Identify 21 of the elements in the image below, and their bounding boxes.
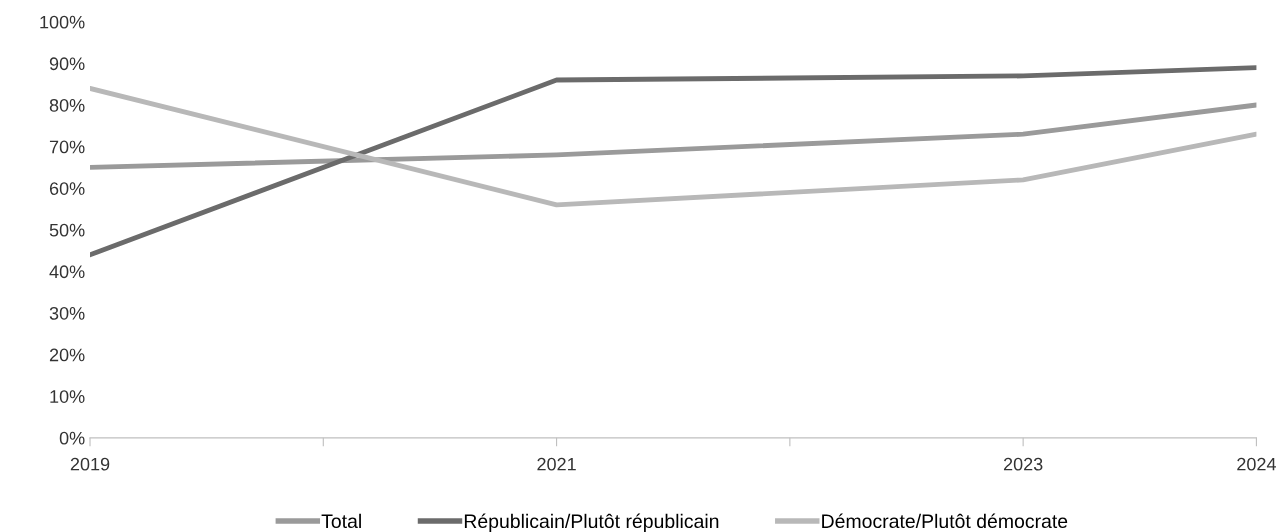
y-tick-label: 40% — [49, 265, 85, 279]
line-series — [90, 65, 1257, 258]
legend-label: Républicain/Plutôt républicain — [464, 513, 719, 532]
x-tick-label: 2024 — [1237, 457, 1276, 471]
y-tick-label: 50% — [49, 223, 85, 237]
line-series — [90, 85, 1257, 208]
y-tick-label: 10% — [50, 390, 85, 403]
y-tick-label: 70% — [49, 140, 85, 154]
y-tick-label: 20% — [49, 348, 85, 362]
y-tick-label: 100% — [40, 15, 85, 29]
legend-label: Démocrate/Plutôt démocrate — [822, 513, 1068, 529]
y-tick-label: 30% — [49, 306, 85, 320]
x-tick-label: 2019 — [70, 457, 110, 471]
line-series — [90, 102, 1257, 170]
x-tick-label: 2021 — [537, 457, 576, 471]
y-tick-label: 90% — [49, 57, 85, 71]
y-tick-label: 0% — [59, 431, 85, 445]
x-tick-label: 2023 — [1003, 457, 1043, 471]
y-tick-label: 80% — [49, 98, 85, 112]
y-tick-label: 60% — [49, 182, 85, 195]
legend-label: Total — [321, 513, 361, 529]
